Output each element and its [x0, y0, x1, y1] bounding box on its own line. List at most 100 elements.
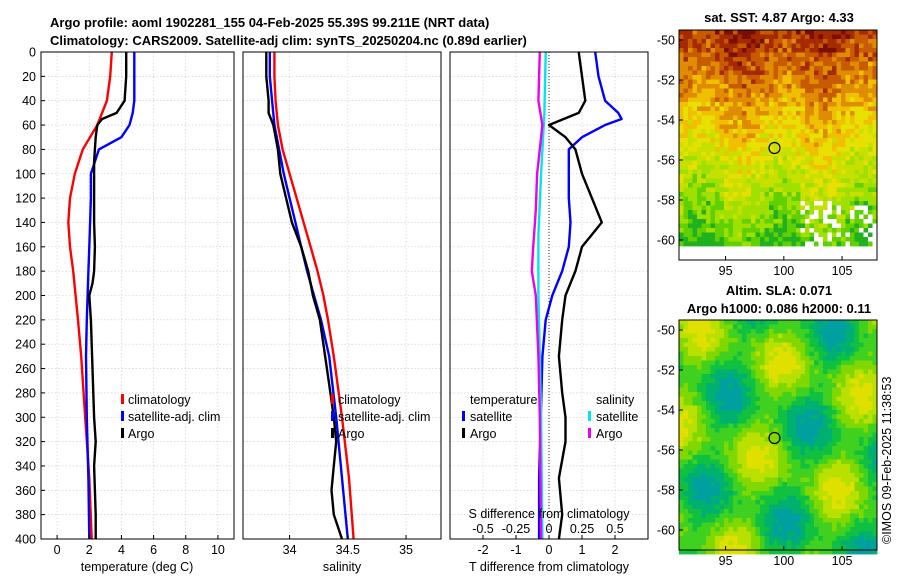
heatmap-cell — [751, 347, 756, 352]
heatmap-cell — [805, 160, 810, 166]
heatmap-cell — [679, 455, 684, 460]
heatmap-cell — [818, 57, 824, 62]
heatmap-cell — [697, 419, 702, 424]
heatmap-cell — [692, 419, 698, 424]
heatmap-cell — [859, 459, 864, 465]
heatmap-cell — [769, 61, 774, 67]
heatmap-cell — [728, 84, 734, 89]
heatmap-cell — [854, 142, 860, 148]
heatmap-cell — [809, 486, 815, 492]
heatmap-cell — [872, 214, 878, 220]
heatmap-cell — [805, 486, 810, 492]
heatmap-cell — [854, 486, 860, 492]
heatmap-cell — [760, 396, 765, 402]
heatmap-cell — [845, 387, 851, 393]
heatmap-cell — [827, 387, 833, 393]
heatmap-cell — [710, 97, 716, 103]
heatmap-cell — [755, 187, 761, 193]
heatmap-cell — [724, 183, 729, 188]
heatmap-cell — [854, 111, 860, 116]
heatmap-cell — [683, 174, 689, 179]
heatmap-cell — [764, 387, 770, 393]
heatmap-cell — [760, 378, 765, 384]
heatmap-cell — [755, 196, 761, 202]
heatmap-cell — [778, 549, 783, 555]
heatmap-cell — [863, 43, 869, 49]
heatmap-cell — [706, 115, 711, 121]
heatmap-cell — [697, 531, 702, 537]
heatmap-cell — [845, 509, 851, 514]
heatmap-cell — [836, 374, 842, 379]
heatmap-cell — [683, 491, 689, 496]
heatmap-cell — [737, 70, 743, 76]
heatmap-cell — [751, 232, 756, 238]
heatmap-cell — [814, 518, 819, 523]
heatmap-cell — [832, 414, 837, 420]
heatmap-cell — [737, 165, 743, 170]
heatmap-cell — [764, 102, 770, 107]
heatmap-cell — [872, 183, 878, 188]
heatmap-cell — [796, 482, 801, 487]
heatmap-cell — [796, 378, 801, 384]
heatmap-cell — [728, 187, 734, 193]
heatmap-cell — [827, 169, 833, 175]
heatmap-cell — [868, 187, 873, 193]
heatmap-cell — [818, 228, 824, 233]
heatmap-cell — [845, 210, 851, 215]
heatmap-cell — [683, 320, 689, 325]
heatmap-cell — [800, 205, 806, 211]
heatmap-cell — [755, 509, 761, 514]
heatmap-cell — [787, 147, 792, 152]
legend-label-satellite: satellite-adj. clim — [128, 410, 220, 424]
heatmap-cell — [737, 88, 743, 94]
heatmap-cell — [863, 237, 869, 242]
heatmap-cell — [715, 320, 720, 325]
heatmap-cell — [755, 106, 761, 112]
heatmap-cell — [854, 183, 860, 188]
heatmap-cell — [697, 129, 702, 134]
heatmap-cell — [854, 196, 860, 202]
heatmap-cell — [679, 324, 684, 330]
heatmap-cell — [787, 486, 792, 492]
heatmap-cell — [778, 527, 783, 532]
heatmap-cell — [773, 120, 779, 125]
heatmap-cell — [796, 383, 801, 388]
heatmap-cell — [827, 482, 833, 487]
heatmap-cell — [800, 459, 806, 465]
heatmap-cell — [800, 419, 806, 424]
heatmap-cell — [683, 223, 689, 229]
heatmap-cell — [859, 387, 864, 393]
heatmap-cell — [737, 232, 743, 238]
heatmap-cell — [710, 338, 716, 343]
heatmap-cell — [764, 369, 770, 375]
heatmap-cell — [769, 210, 774, 215]
heatmap-cell — [751, 491, 756, 496]
heatmap-cell — [823, 241, 828, 247]
heatmap-cell — [791, 48, 797, 53]
heatmap-cell — [787, 237, 792, 242]
heatmap-cell — [809, 70, 815, 76]
heatmap-cell — [836, 414, 842, 420]
heatmap-cell — [710, 205, 716, 211]
heatmap-cell — [688, 88, 693, 94]
heatmap-cell — [841, 365, 846, 370]
heatmap-cell — [701, 414, 707, 420]
heatmap-cell — [818, 495, 824, 501]
heatmap-cell — [836, 75, 842, 80]
heatmap-cell — [755, 401, 761, 406]
heatmap-cell — [787, 531, 792, 537]
heatmap-cell — [823, 183, 828, 188]
heatmap-cell — [724, 504, 729, 510]
heatmap-cell — [841, 473, 846, 478]
heatmap-cell — [859, 522, 864, 528]
heatmap-cell — [733, 365, 738, 370]
heatmap-cell — [800, 473, 806, 478]
heatmap-cell — [845, 360, 851, 366]
heatmap-cell — [733, 151, 738, 157]
heatmap-cell — [769, 527, 774, 532]
heatmap-cell — [782, 338, 788, 343]
heatmap-cell — [737, 214, 743, 220]
heatmap-cell — [827, 378, 833, 384]
heatmap-cell — [710, 43, 716, 49]
heatmap-cell — [706, 52, 711, 58]
